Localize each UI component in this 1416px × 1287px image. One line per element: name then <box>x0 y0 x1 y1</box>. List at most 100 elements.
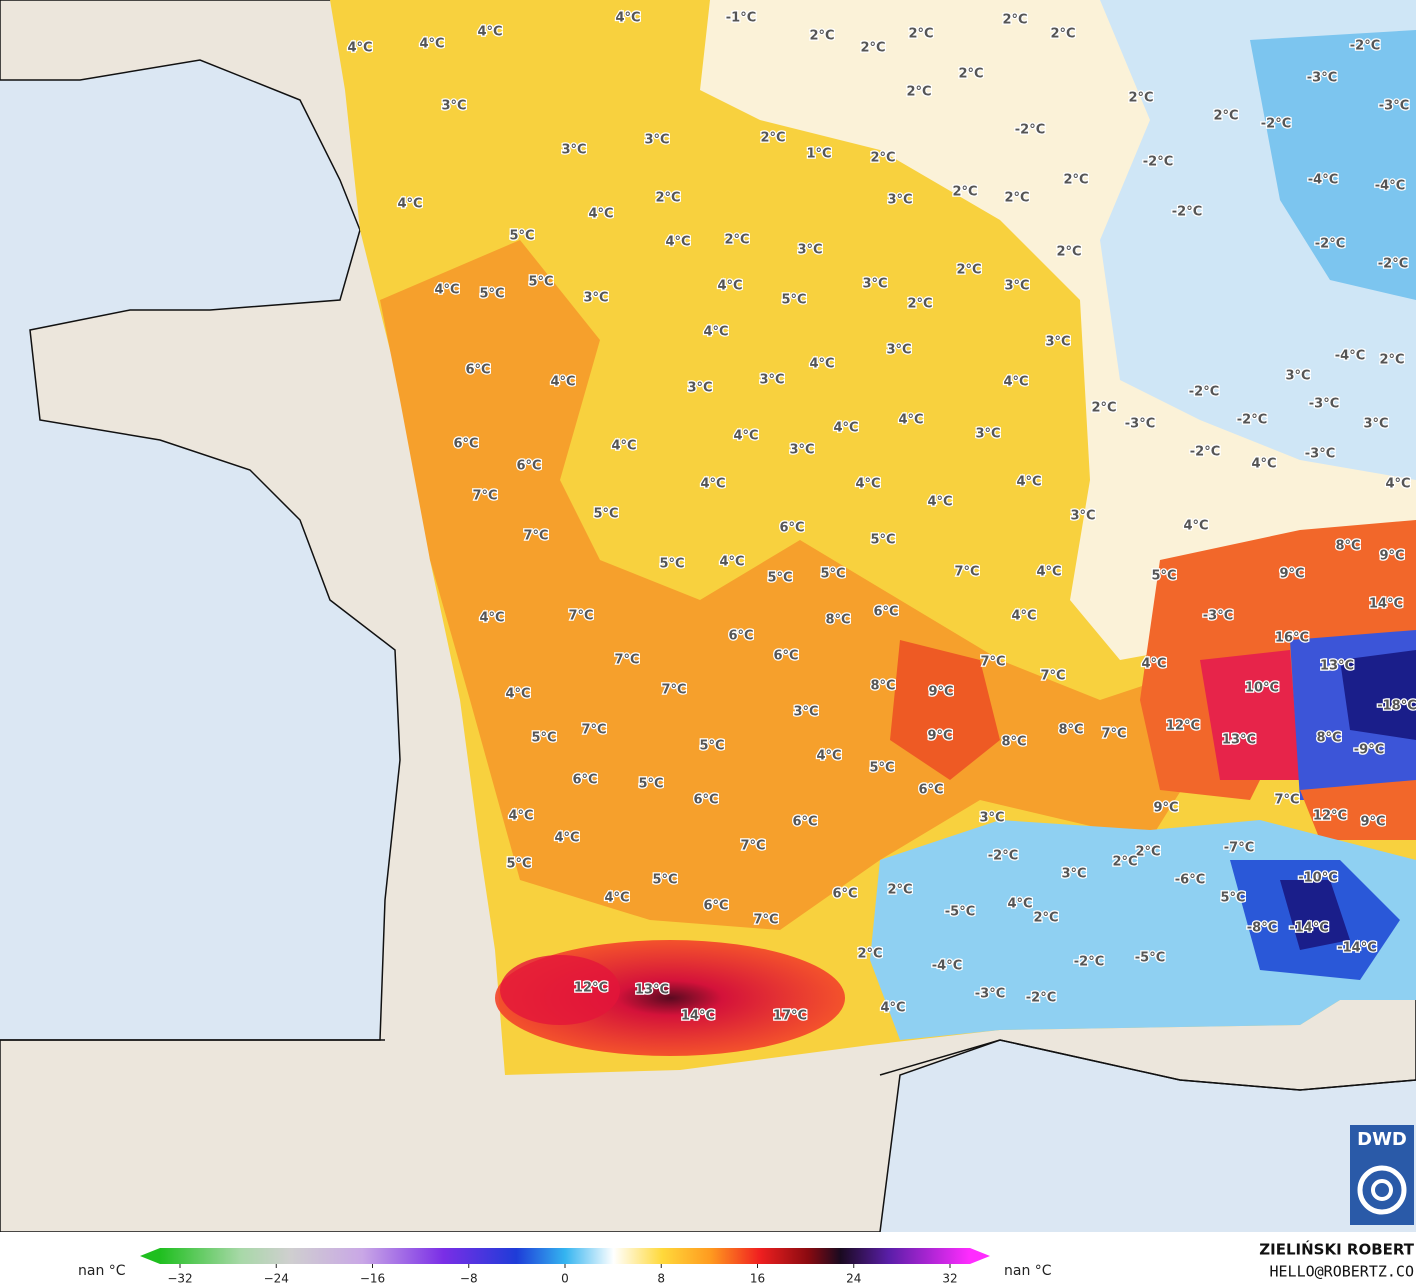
temperature-label: 7°C <box>472 489 497 504</box>
temperature-label: 4°C <box>1385 477 1410 492</box>
temperature-label: 6°C <box>873 605 898 620</box>
temperature-label: -4°C <box>1375 179 1405 194</box>
temperature-label: 3°C <box>793 705 818 720</box>
temperature-label: 5°C <box>699 739 724 754</box>
temperature-label: 8°C <box>870 679 895 694</box>
temperature-label: 2°C <box>1050 27 1075 42</box>
temperature-label: 4°C <box>1003 375 1028 390</box>
colorbar-tick-label: −24 <box>264 1272 289 1286</box>
temperature-label: 9°C <box>1360 815 1385 830</box>
colorbar <box>160 1248 970 1264</box>
temperature-label: 4°C <box>1251 457 1276 472</box>
warm-zone <box>1200 650 1300 780</box>
temperature-label: 5°C <box>531 731 556 746</box>
temperature-label: -2°C <box>1015 123 1045 138</box>
temperature-label: 2°C <box>724 233 749 248</box>
temperature-label: 4°C <box>554 831 579 846</box>
credit-name: ZIELIŃSKI ROBERT <box>1259 1240 1414 1259</box>
temperature-label: -3°C <box>1307 71 1337 86</box>
temperature-label: 7°C <box>1040 669 1065 684</box>
temperature-label: 2°C <box>1004 191 1029 206</box>
colorbar-tick-label: −8 <box>460 1272 478 1286</box>
temperature-label: 4°C <box>1007 897 1032 912</box>
temperature-label: 2°C <box>1112 855 1137 870</box>
temperature-label: 5°C <box>479 287 504 302</box>
colorbar-tick-label: −16 <box>360 1272 385 1286</box>
temperature-label: 5°C <box>820 567 845 582</box>
temperature-label: 2°C <box>1056 245 1081 260</box>
temperature-label: 6°C <box>465 363 490 378</box>
temperature-label: 3°C <box>887 193 912 208</box>
temperature-label: 3°C <box>687 381 712 396</box>
temperature-label: 17°C <box>773 1009 807 1024</box>
temperature-label: 4°C <box>588 207 613 222</box>
temperature-label: 14°C <box>681 1009 715 1024</box>
temperature-label: 4°C <box>927 495 952 510</box>
temperature-label: 2°C <box>870 151 895 166</box>
temperature-label: 5°C <box>1220 891 1245 906</box>
temperature-label: 9°C <box>928 685 953 700</box>
temperature-label: 3°C <box>1285 369 1310 384</box>
temperature-label: 2°C <box>887 883 912 898</box>
temperature-label: 8°C <box>1001 735 1026 750</box>
credit-email: HELLO@ROBERTZ.CO <box>1270 1263 1415 1281</box>
temperature-label: 2°C <box>907 297 932 312</box>
colorbar-tick-label: 8 <box>657 1272 665 1286</box>
temperature-label: -2°C <box>1378 257 1408 272</box>
temperature-label: -3°C <box>975 987 1005 1002</box>
temperature-label: 3°C <box>1070 509 1095 524</box>
temperature-label: 3°C <box>1004 279 1029 294</box>
temperature-label: 3°C <box>583 291 608 306</box>
temperature-label: 6°C <box>773 649 798 664</box>
temperature-label: -3°C <box>1309 397 1339 412</box>
temperature-label: 4°C <box>611 439 636 454</box>
temperature-label: 2°C <box>1128 91 1153 106</box>
temperature-label: 7°C <box>980 655 1005 670</box>
temperature-label: -7°C <box>1224 841 1254 856</box>
temperature-label: 10°C <box>1245 681 1279 696</box>
temperature-label: -2°C <box>1143 155 1173 170</box>
temperature-label: 13°C <box>1222 733 1256 748</box>
temperature-label: 3°C <box>862 277 887 292</box>
temperature-label: -8°C <box>1247 921 1277 936</box>
temperature-label: -3°C <box>1125 417 1155 432</box>
temperature-label: 8°C <box>1058 723 1083 738</box>
temperature-label: -2°C <box>1190 445 1220 460</box>
temperature-label: 4°C <box>347 41 372 56</box>
temperature-label: 12°C <box>1313 809 1347 824</box>
temperature-label: -2°C <box>1074 955 1104 970</box>
temperature-label: 9°C <box>1153 801 1178 816</box>
colorbar-tick-label: 24 <box>846 1272 861 1286</box>
warm-zone <box>890 640 1000 780</box>
temperature-label: 4°C <box>1036 565 1061 580</box>
warm-zone <box>1300 780 1416 840</box>
temperature-label: 2°C <box>1033 911 1058 926</box>
temperature-label: 5°C <box>638 777 663 792</box>
temperature-label: 5°C <box>781 293 806 308</box>
temperature-label: -2°C <box>1315 237 1345 252</box>
temperature-label: -18°C <box>1377 699 1416 714</box>
temperature-label: -4°C <box>1308 173 1338 188</box>
temperature-label: 4°C <box>816 749 841 764</box>
temperature-label: 6°C <box>918 783 943 798</box>
temperature-label: 7°C <box>568 609 593 624</box>
temperature-label: 4°C <box>550 375 575 390</box>
temperature-label: 6°C <box>779 521 804 536</box>
temperature-label: 4°C <box>615 11 640 26</box>
temperature-label: 4°C <box>479 611 504 626</box>
cold-zone <box>1250 30 1416 300</box>
temperature-label: 13°C <box>1320 659 1354 674</box>
temperature-label: 4°C <box>880 1001 905 1016</box>
temperature-label: 2°C <box>1213 109 1238 124</box>
temperature-label: 3°C <box>441 99 466 114</box>
temperature-label: 8°C <box>1316 731 1341 746</box>
logo-icon <box>1357 1165 1407 1215</box>
temperature-label: 4°C <box>833 421 858 436</box>
temperature-label: 16°C <box>1275 631 1309 646</box>
temperature-label: 7°C <box>1101 727 1126 742</box>
temperature-label: -4°C <box>932 959 962 974</box>
temperature-label: 13°C <box>635 983 669 998</box>
temperature-label: 6°C <box>693 793 718 808</box>
temperature-label: 3°C <box>561 143 586 158</box>
